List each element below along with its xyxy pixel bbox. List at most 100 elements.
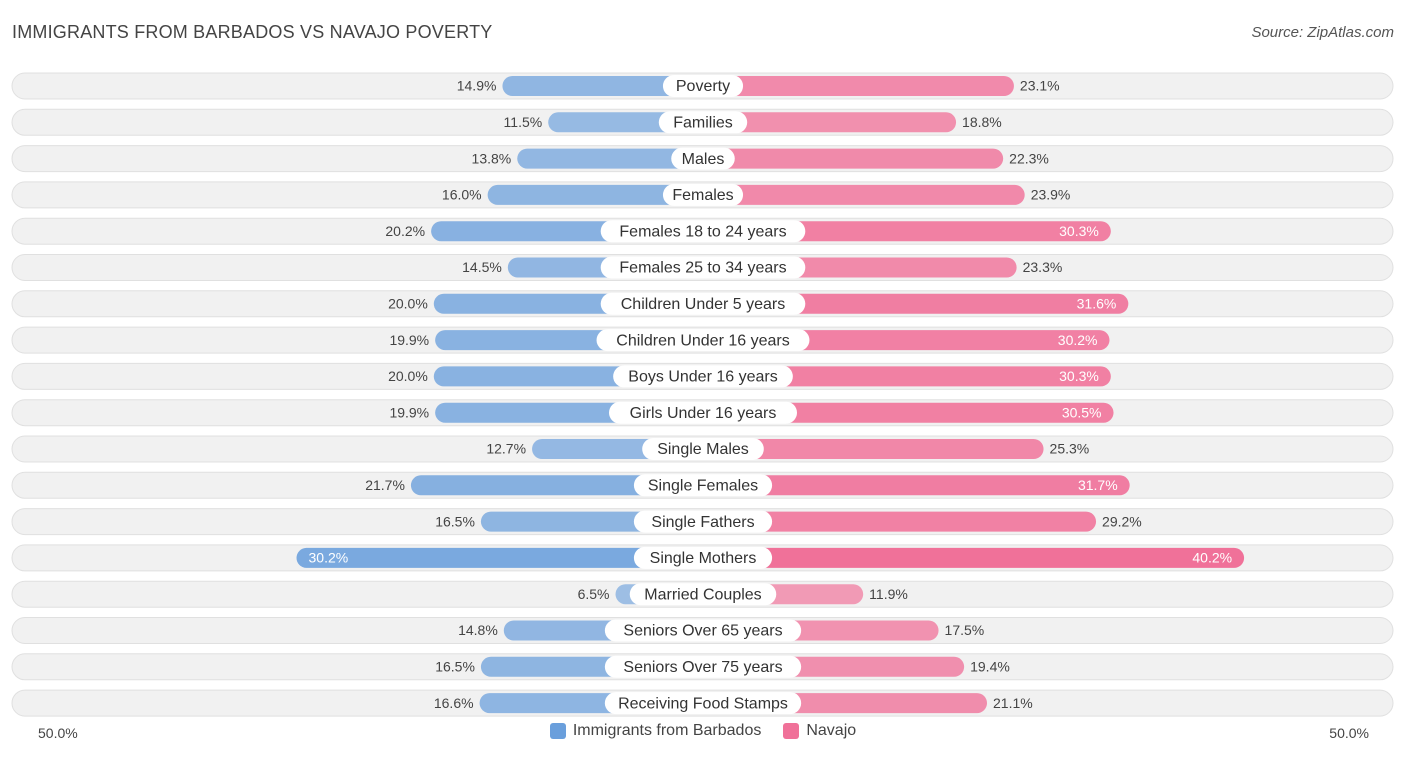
value-label-navajo: 23.1% — [1020, 78, 1060, 94]
chart-plot: 14.9% 23.1% Poverty 11.5% 18.8% Families 13.8%… — [11, 72, 1394, 717]
value-label-navajo: 23.3% — [1023, 259, 1063, 275]
bar-navajo — [703, 293, 1129, 314]
bar-navajo — [703, 439, 1044, 459]
category-label: Males — [682, 151, 725, 168]
category-label-bg — [662, 183, 744, 206]
category-label-bg — [596, 329, 810, 352]
category-label-bg — [633, 510, 773, 533]
category-label-bg — [604, 655, 802, 678]
category-label: Single Females — [648, 478, 758, 495]
value-label-barbados: 16.0% — [442, 187, 482, 203]
legend-label-navajo: Navajo — [806, 722, 857, 739]
category-label: Seniors Over 65 years — [623, 623, 782, 640]
value-label-barbados: 14.5% — [462, 259, 502, 275]
value-label-barbados: 14.8% — [458, 622, 498, 638]
bar-barbados — [502, 76, 703, 96]
bar-barbados — [517, 148, 703, 169]
category-label-bg — [600, 256, 806, 279]
bar-navajo — [703, 475, 1130, 496]
axis-label-left: 50.0% — [38, 725, 78, 741]
value-label-barbados: 6.5% — [578, 586, 610, 602]
value-label-barbados: 13.8% — [472, 150, 512, 166]
category-label: Receiving Food Stamps — [618, 695, 788, 712]
value-label-navajo: 21.1% — [993, 695, 1033, 711]
axis-label-right: 50.0% — [1329, 725, 1369, 741]
value-label-navajo: 31.7% — [1078, 477, 1118, 493]
value-label-navajo: 40.2% — [1192, 550, 1232, 566]
value-label-barbados: 30.2% — [309, 550, 349, 566]
value-label-barbados: 16.5% — [435, 513, 475, 529]
category-label-bg — [633, 474, 773, 497]
bar-navajo — [703, 76, 1014, 96]
value-label-navajo: 11.9% — [869, 586, 908, 602]
value-label-barbados: 20.0% — [388, 296, 428, 312]
value-label-barbados: 16.6% — [434, 695, 474, 711]
category-label-bg — [629, 583, 777, 606]
bar-barbados — [487, 184, 703, 205]
category-label: Single Fathers — [651, 514, 754, 531]
legend-item-barbados: Immigrants from Barbados — [549, 722, 762, 740]
category-label-bg — [671, 147, 735, 170]
value-label-navajo: 25.3% — [1050, 441, 1090, 457]
value-label-navajo: 29.2% — [1102, 513, 1142, 529]
category-label-bg — [604, 692, 802, 715]
category-label-bg — [658, 111, 748, 134]
value-label-barbados: 12.7% — [486, 441, 526, 457]
legend-swatch-barbados — [549, 723, 566, 739]
category-label-bg — [600, 220, 806, 243]
legend-label-barbados: Immigrants from Barbados — [572, 722, 762, 739]
category-label-bg — [642, 438, 764, 460]
value-label-barbados: 14.9% — [457, 78, 497, 94]
legend-swatch-navajo — [783, 723, 800, 739]
value-label-navajo: 30.2% — [1058, 332, 1098, 348]
category-label: Females 25 to 34 years — [619, 260, 786, 277]
category-label: Females — [672, 187, 733, 204]
category-label-bg — [600, 292, 806, 315]
category-label-bg — [662, 75, 744, 97]
category-label: Females 18 to 24 years — [619, 223, 786, 240]
category-label-bg — [604, 619, 802, 642]
bar-navajo — [703, 112, 957, 133]
legend-item-navajo: Navajo — [783, 722, 856, 740]
value-label-navajo: 18.8% — [962, 114, 1002, 130]
bar-barbados — [296, 547, 703, 568]
category-label: Children Under 5 years — [621, 296, 786, 313]
value-label-navajo: 30.3% — [1059, 223, 1099, 239]
category-label: Children Under 16 years — [616, 332, 789, 349]
value-label-barbados: 20.2% — [385, 223, 425, 239]
bar-navajo — [703, 547, 1245, 568]
value-label-navajo: 23.9% — [1031, 187, 1071, 203]
bar-navajo — [703, 148, 1004, 169]
category-label: Seniors Over 75 years — [623, 659, 782, 676]
category-label: Families — [673, 115, 733, 132]
value-label-navajo: 31.6% — [1077, 296, 1117, 312]
bar-navajo — [703, 184, 1025, 205]
value-label-navajo: 17.5% — [945, 622, 985, 638]
value-label-barbados: 20.0% — [388, 368, 428, 384]
bar-navajo — [703, 221, 1111, 242]
category-label-bg — [613, 365, 793, 388]
value-label-navajo: 19.4% — [970, 659, 1010, 675]
category-label: Boys Under 16 years — [628, 369, 777, 386]
value-label-navajo: 30.5% — [1062, 404, 1102, 420]
category-label: Poverty — [676, 78, 730, 95]
bar-navajo — [703, 511, 1097, 532]
value-label-navajo: 30.3% — [1059, 368, 1099, 384]
value-label-barbados: 11.5% — [504, 114, 543, 130]
bar-navajo — [703, 366, 1111, 387]
category-label: Married Couples — [644, 586, 761, 603]
value-label-barbados: 16.5% — [435, 659, 475, 675]
category-label-bg — [609, 401, 797, 424]
value-label-navajo: 22.3% — [1009, 150, 1049, 166]
value-label-barbados: 21.7% — [365, 477, 405, 493]
category-label: Single Males — [657, 441, 749, 458]
chart-title: IMMIGRANTS FROM BARBADOS VS NAVAJO POVER… — [12, 22, 493, 42]
bar-barbados — [410, 475, 703, 496]
value-label-barbados: 19.9% — [389, 404, 429, 420]
category-label: Single Mothers — [650, 550, 757, 567]
category-label-bg — [633, 546, 773, 569]
value-label-barbados: 19.9% — [389, 332, 429, 348]
legend: Immigrants from Barbados Navajo — [0, 722, 1406, 740]
chart-source: Source: ZipAtlas.com — [1251, 24, 1394, 41]
bar-navajo — [703, 402, 1114, 423]
